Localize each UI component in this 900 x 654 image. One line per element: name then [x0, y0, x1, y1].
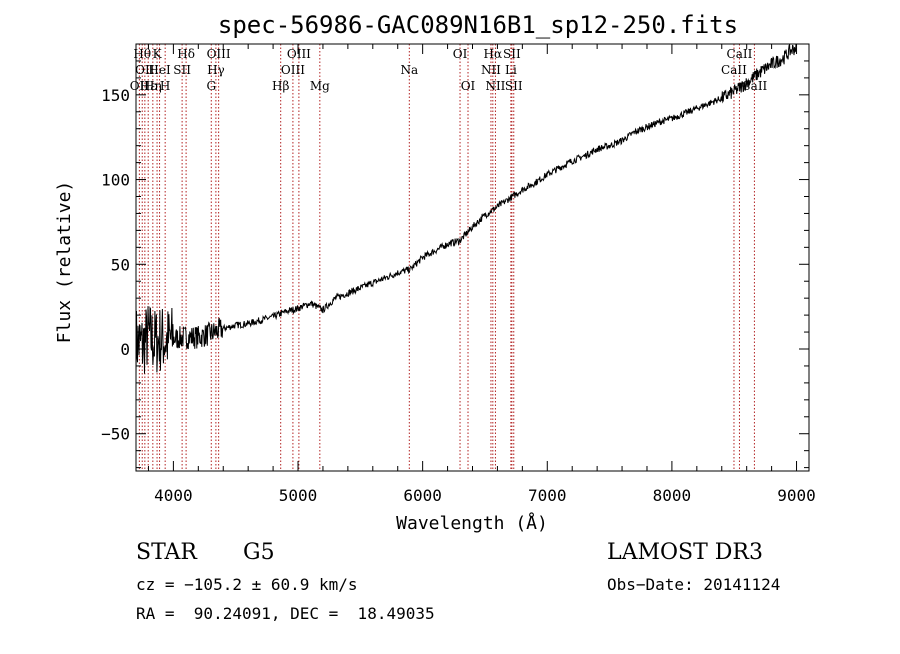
survey-name: LAMOST DR3: [607, 540, 763, 565]
feature-label: K: [153, 47, 163, 61]
y-tick-label: 100: [101, 171, 130, 190]
redshift-readout: cz = −105.2 ± 60.9 km/s: [136, 575, 358, 594]
x-tick-label: 6000: [403, 486, 442, 505]
feature-markers: [139, 44, 754, 471]
x-tick-label: 4000: [154, 486, 193, 505]
y-tick-label: 0: [120, 340, 130, 359]
y-axis-ticks: −50 0 50 100 150: [101, 61, 809, 468]
feature-label: CaII: [727, 47, 753, 61]
feature-label: OIII: [287, 47, 311, 61]
x-tick-label: 8000: [653, 486, 692, 505]
object-subclass: G5: [243, 540, 275, 565]
feature-label: Li: [505, 63, 517, 77]
feature-label: SII: [173, 63, 191, 77]
observation-date: Obs−Date: 20141124: [607, 575, 780, 594]
feature-label: NII: [485, 79, 505, 93]
feature-label: H: [160, 79, 170, 93]
spectrum-figure: spec-56986-GAC089N16B1_sp12-250.fits OII…: [0, 0, 900, 649]
x-axis-ticks: 4000 5000 6000 7000 8000 9000: [148, 44, 815, 505]
y-axis-label: Flux (relative): [54, 181, 75, 344]
feature-label: Na: [400, 63, 418, 77]
x-tick-label: 5000: [279, 486, 318, 505]
feature-label: Hβ: [272, 79, 289, 93]
plot-frame: [136, 44, 809, 471]
feature-label: Hγ: [207, 63, 225, 77]
y-tick-label: 50: [111, 255, 130, 274]
feature-label: SII: [505, 79, 523, 93]
feature-label: SII: [503, 47, 521, 61]
y-tick-label: 150: [101, 86, 130, 105]
feature-label: Hα: [484, 47, 503, 61]
feature-label: OI: [453, 47, 468, 61]
feature-label: NII: [481, 63, 501, 77]
object-class: STAR: [136, 540, 197, 565]
feature-label: Mg: [310, 79, 330, 93]
spectrum-chart: spec-56986-GAC089N16B1_sp12-250.fits OII…: [0, 0, 900, 649]
chart-title: spec-56986-GAC089N16B1_sp12-250.fits: [218, 11, 738, 39]
coordinates-readout: RA = 90.24091, DEC = 18.49035: [136, 604, 435, 623]
x-tick-label: 9000: [777, 486, 816, 505]
feature-label: G: [206, 79, 216, 93]
feature-label: OI: [461, 79, 476, 93]
feature-label: HeI: [148, 63, 171, 77]
feature-label: OIII: [281, 63, 305, 77]
feature-label: OIII: [207, 47, 231, 61]
feature-label: Hδ: [177, 47, 195, 61]
x-tick-label: 7000: [528, 486, 567, 505]
x-axis-label: Wavelength (Å): [396, 512, 548, 534]
y-tick-label: −50: [101, 425, 130, 444]
flux-series-line: [136, 44, 797, 376]
feature-label: CaII: [721, 63, 747, 77]
